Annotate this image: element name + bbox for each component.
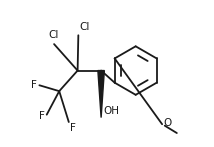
Polygon shape	[98, 71, 104, 118]
Text: F: F	[39, 111, 45, 121]
Text: Cl: Cl	[79, 22, 89, 32]
Text: O: O	[163, 118, 172, 128]
Text: F: F	[31, 80, 37, 90]
Text: OH: OH	[103, 106, 119, 116]
Text: F: F	[70, 123, 75, 133]
Text: Cl: Cl	[48, 30, 59, 40]
